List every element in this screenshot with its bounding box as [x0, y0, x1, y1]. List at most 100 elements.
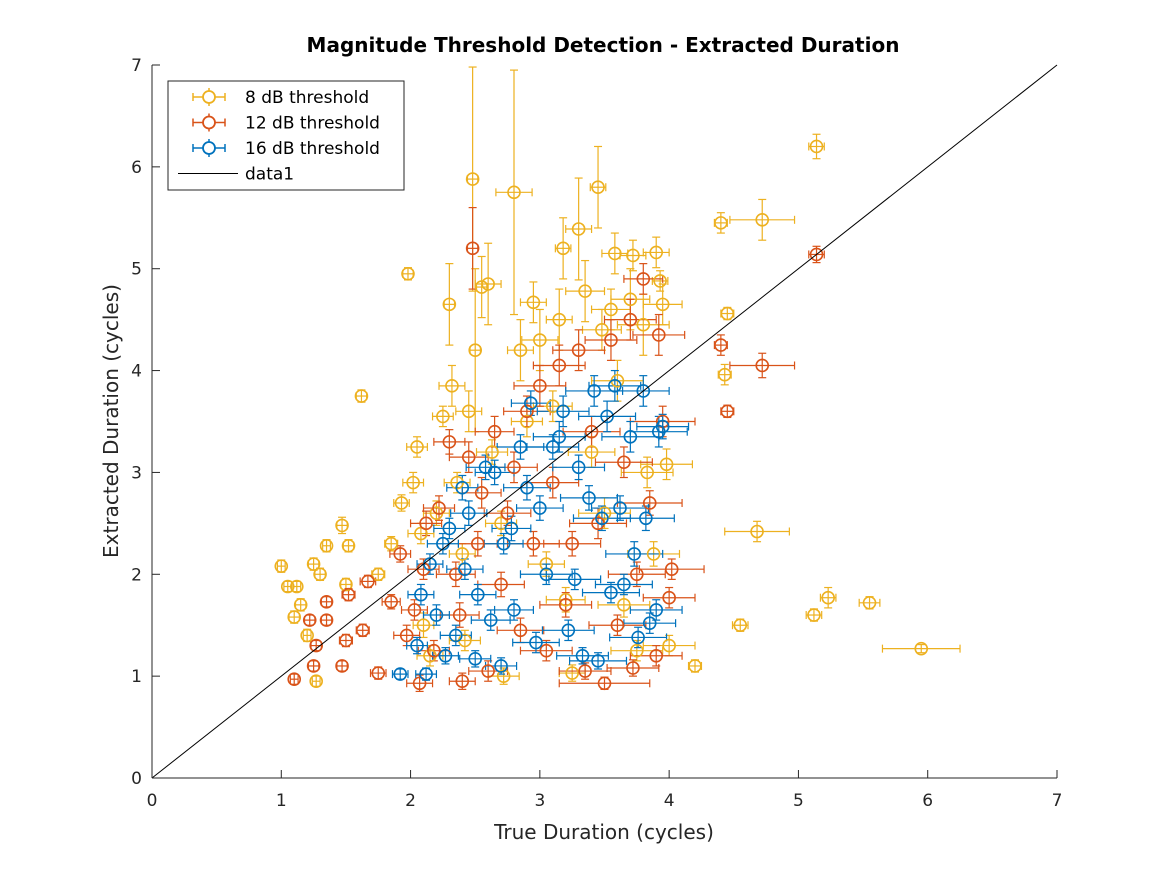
data-point-8-db-threshold: [520, 414, 534, 429]
data-point-16-db-threshold: [524, 396, 538, 410]
data-point-12-db-threshold: [481, 664, 495, 678]
data-point-12-db-threshold: [452, 608, 467, 622]
error-bar-12-db-threshold: [389, 545, 412, 563]
data-point-8-db-threshold: [371, 567, 386, 582]
data-point-8-db-threshold: [809, 139, 824, 154]
y-tick-label: 7: [131, 56, 142, 76]
data-point-8-db-threshold: [274, 559, 289, 573]
data-point-12-db-threshold: [539, 643, 554, 658]
data-point-8-db-threshold: [539, 557, 554, 571]
data-point-8-db-threshold: [617, 598, 631, 612]
data-point-12-db-threshold: [597, 676, 612, 691]
data-point-12-db-threshold: [341, 587, 356, 602]
legend-label: data1: [245, 165, 294, 185]
data-point-16-db-threshold: [470, 587, 485, 602]
data-point-8-db-threshold: [313, 567, 327, 582]
data-point-16-db-threshold: [468, 652, 483, 666]
data-point-16-db-threshold: [556, 404, 570, 419]
data-point-8-db-threshold: [401, 267, 415, 281]
x-tick-label: 0: [147, 791, 158, 811]
data-point-8-db-threshold: [354, 389, 369, 403]
data-point-16-db-threshold: [487, 465, 502, 480]
data-point-12-db-threshold: [571, 343, 586, 358]
error-bar-8-db-threshold: [729, 198, 796, 241]
data-point-8-db-threshold: [410, 440, 424, 454]
y-tick-label: 1: [131, 667, 142, 687]
data-point-12-db-threshold: [319, 594, 334, 609]
data-point-16-db-threshold: [496, 536, 511, 551]
data-point-16-db-threshold: [442, 521, 457, 536]
data-point-8-db-threshold: [513, 343, 528, 358]
data-point-12-db-threshold: [470, 536, 485, 551]
data-point-8-db-threshold: [474, 280, 489, 294]
data-point-12-db-threshold: [384, 594, 398, 609]
y-tick-label: 5: [131, 260, 142, 280]
data-point-12-db-threshold: [558, 598, 573, 612]
data-point-12-db-threshold: [494, 577, 508, 592]
data-point-8-db-threshold: [416, 618, 431, 633]
data-point-8-db-threshold: [755, 213, 770, 227]
data-point-12-db-threshold: [642, 496, 657, 510]
data-point-16-db-threshold: [561, 623, 576, 638]
y-tick-label: 0: [131, 769, 142, 789]
legend-label: 8 dB threshold: [245, 88, 369, 108]
data-point-8-db-threshold: [578, 284, 592, 298]
data-point-8-db-threshold: [714, 216, 728, 230]
data-point-12-db-threshold: [465, 241, 480, 256]
markers-layer: [274, 139, 929, 691]
axes: 0 1 2 3 4 5 6 7 0 1 2 3 4 5 6 7: [131, 56, 1062, 811]
error-bar-8-db-threshold: [589, 145, 607, 229]
error-bar-12-db-threshold: [433, 429, 466, 455]
data-point-8-db-threshold: [461, 404, 476, 419]
error-bar-12-db-threshold: [588, 614, 647, 637]
data-point-8-db-threshold: [626, 248, 640, 263]
data-point-8-db-threshold: [455, 547, 470, 561]
x-tick-label: 1: [276, 791, 287, 811]
data-point-16-db-threshold: [513, 440, 528, 454]
error-bar-8-db-threshold: [808, 133, 825, 160]
data-point-12-db-threshold: [545, 475, 560, 490]
data-point-8-db-threshold: [293, 598, 308, 612]
data-point-16-db-threshold: [533, 501, 547, 515]
data-point-8-db-threshold: [604, 302, 618, 317]
error-bar-16-db-threshold: [515, 495, 564, 521]
data-point-12-db-threshold: [507, 460, 521, 475]
data-point-12-db-threshold: [662, 590, 676, 605]
data-point-16-db-threshold: [655, 419, 670, 434]
data-point-16-db-threshold: [483, 613, 498, 627]
data-point-16-db-threshold: [419, 667, 433, 681]
data-point-16-db-threshold: [571, 460, 586, 475]
reference-line-layer: [151, 64, 1058, 779]
x-tick-label: 4: [664, 791, 675, 811]
data-point-16-db-threshold: [595, 511, 609, 526]
error-bar-12-db-threshold: [532, 344, 586, 387]
data-point-12-db-threshold: [309, 638, 323, 653]
data-point-8-db-threshold: [591, 180, 605, 195]
data-point-8-db-threshold: [306, 557, 321, 571]
legend-entry: 12 dB threshold: [192, 113, 380, 134]
data-point-16-db-threshold: [623, 429, 638, 444]
data-point-16-db-threshold: [507, 603, 521, 617]
data-point-8-db-threshold: [646, 547, 661, 561]
data-point-8-db-threshold: [862, 596, 877, 610]
error-bar-8-db-threshold: [565, 259, 606, 323]
data-point-8-db-threshold: [394, 496, 409, 510]
data-point-16-db-threshold: [545, 440, 560, 454]
data-point-12-db-threshold: [412, 676, 427, 691]
data-point-12-db-threshold: [419, 516, 433, 531]
y-tick-label: 3: [131, 463, 142, 483]
data-point-8-db-threshold: [640, 465, 654, 480]
legend-label: 12 dB threshold: [245, 114, 380, 134]
data-point-12-db-threshold: [623, 312, 638, 327]
data-point-8-db-threshold: [339, 577, 353, 592]
data-point-12-db-threshold: [513, 623, 528, 638]
data-point-12-db-threshold: [500, 506, 515, 520]
data-point-8-db-threshold: [319, 538, 334, 553]
data-point-12-db-threshold: [626, 661, 640, 675]
legend-marker: [202, 115, 216, 130]
error-bar-8-db-threshold: [474, 242, 502, 326]
data-point-16-db-threshold: [552, 429, 567, 444]
data-point-16-db-threshold: [613, 501, 627, 515]
data-point-8-db-threshold: [595, 323, 609, 337]
x-ticks: 0 1 2 3 4 5 6 7: [147, 770, 1062, 811]
